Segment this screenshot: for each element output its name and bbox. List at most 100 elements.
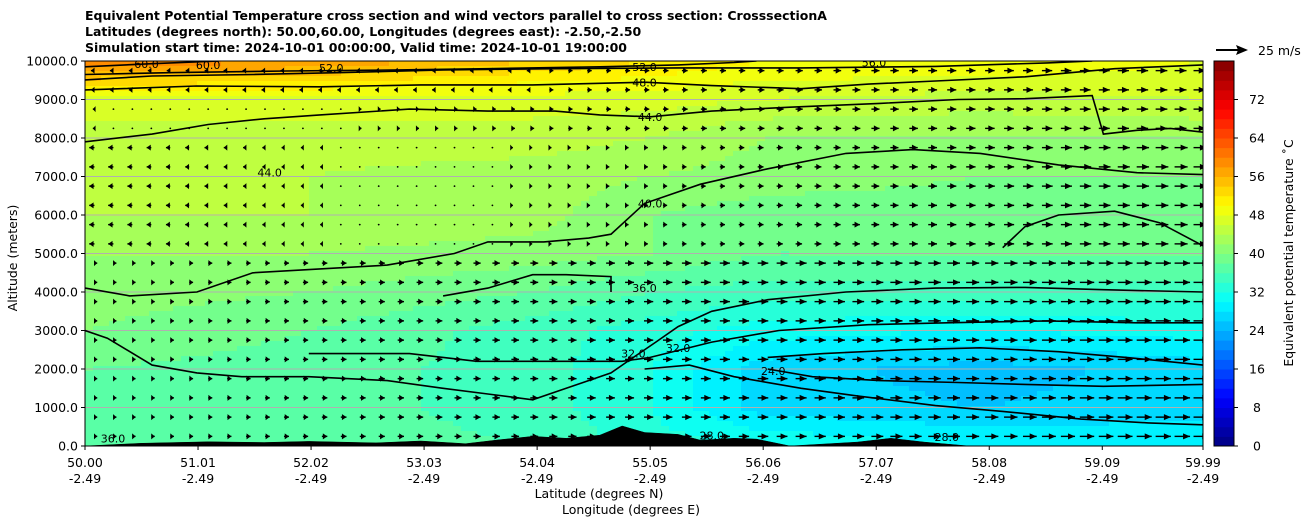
field-cell (541, 416, 550, 422)
field-cell (309, 81, 318, 87)
field-cell (469, 216, 478, 222)
field-cell (325, 116, 334, 122)
field-cell (333, 306, 342, 312)
field-cell (205, 421, 214, 427)
field-cell (325, 331, 334, 337)
field-cell (237, 406, 246, 412)
field-cell (461, 376, 470, 382)
field-cell (517, 381, 526, 387)
field-cell (413, 386, 422, 392)
field-cell (309, 316, 318, 322)
field-cell (485, 256, 494, 262)
field-cell (445, 161, 454, 167)
field-cell (397, 386, 406, 392)
field-cell (325, 206, 334, 212)
field-cell (325, 256, 334, 262)
field-cell (117, 246, 126, 252)
field-cell (117, 266, 126, 272)
field-cell (229, 136, 238, 142)
field-cell (349, 241, 358, 247)
field-cell (381, 271, 390, 277)
field-cell (397, 421, 406, 427)
field-cell (541, 256, 550, 262)
field-cell (325, 311, 334, 317)
field-cell (117, 376, 126, 382)
field-cell (317, 271, 326, 277)
field-cell (333, 336, 342, 342)
field-cell (301, 151, 310, 157)
field-cell (285, 246, 294, 252)
field-cell (229, 186, 238, 192)
field-cell (445, 346, 454, 352)
field-cell (349, 276, 358, 282)
field-cell (525, 116, 534, 122)
field-cell (517, 201, 526, 207)
field-cell (325, 306, 334, 312)
field-cell (501, 256, 510, 262)
field-cell (533, 76, 542, 82)
field-cell (253, 96, 262, 102)
field-cell (141, 321, 150, 327)
field-cell (181, 341, 190, 347)
field-cell (253, 101, 262, 107)
field-cell (549, 131, 558, 137)
field-cell (365, 406, 374, 412)
field-cell (173, 306, 182, 312)
field-cell (357, 166, 366, 172)
field-cell (269, 281, 278, 287)
field-cell (525, 76, 534, 82)
field-cell (253, 236, 262, 242)
field-cell (349, 226, 358, 232)
field-cell (501, 266, 510, 272)
field-cell (405, 296, 414, 302)
field-cell (213, 311, 222, 317)
field-cell (261, 381, 270, 387)
field-cell (461, 346, 470, 352)
field-cell (301, 361, 310, 367)
field-cell (597, 166, 606, 172)
field-cell (533, 346, 542, 352)
field-cell (85, 351, 94, 357)
field-cell (325, 96, 334, 102)
field-cell (565, 421, 574, 427)
field-cell (589, 286, 598, 292)
field-cell (453, 401, 462, 407)
field-cell (525, 421, 534, 427)
field-cell (293, 206, 302, 212)
field-cell (381, 401, 390, 407)
field-cell (533, 231, 542, 237)
field-cell (157, 181, 166, 187)
field-cell (445, 256, 454, 262)
field-cell (445, 416, 454, 422)
field-cell (349, 296, 358, 302)
field-cell (589, 421, 598, 427)
field-cell (469, 231, 478, 237)
field-cell (253, 306, 262, 312)
field-cell (293, 431, 302, 437)
field-cell (101, 191, 110, 197)
field-cell (117, 171, 126, 177)
field-cell (453, 151, 462, 157)
field-cell (253, 436, 262, 442)
field-cell (349, 336, 358, 342)
field-cell (541, 351, 550, 357)
field-cell (581, 96, 590, 102)
field-cell (533, 96, 542, 102)
field-cell (349, 256, 358, 262)
field-cell (149, 271, 158, 277)
field-cell (437, 206, 446, 212)
field-cell (237, 141, 246, 147)
field-cell (157, 171, 166, 177)
field-cell (365, 331, 374, 337)
field-cell (429, 401, 438, 407)
field-cell (477, 381, 486, 387)
field-cell (117, 276, 126, 282)
field-cell (349, 76, 358, 82)
field-cell (109, 131, 118, 137)
field-cell (389, 321, 398, 327)
field-cell (413, 186, 422, 192)
field-cell (221, 206, 230, 212)
field-cell (165, 391, 174, 397)
field-cell (325, 131, 334, 137)
field-cell (165, 116, 174, 122)
